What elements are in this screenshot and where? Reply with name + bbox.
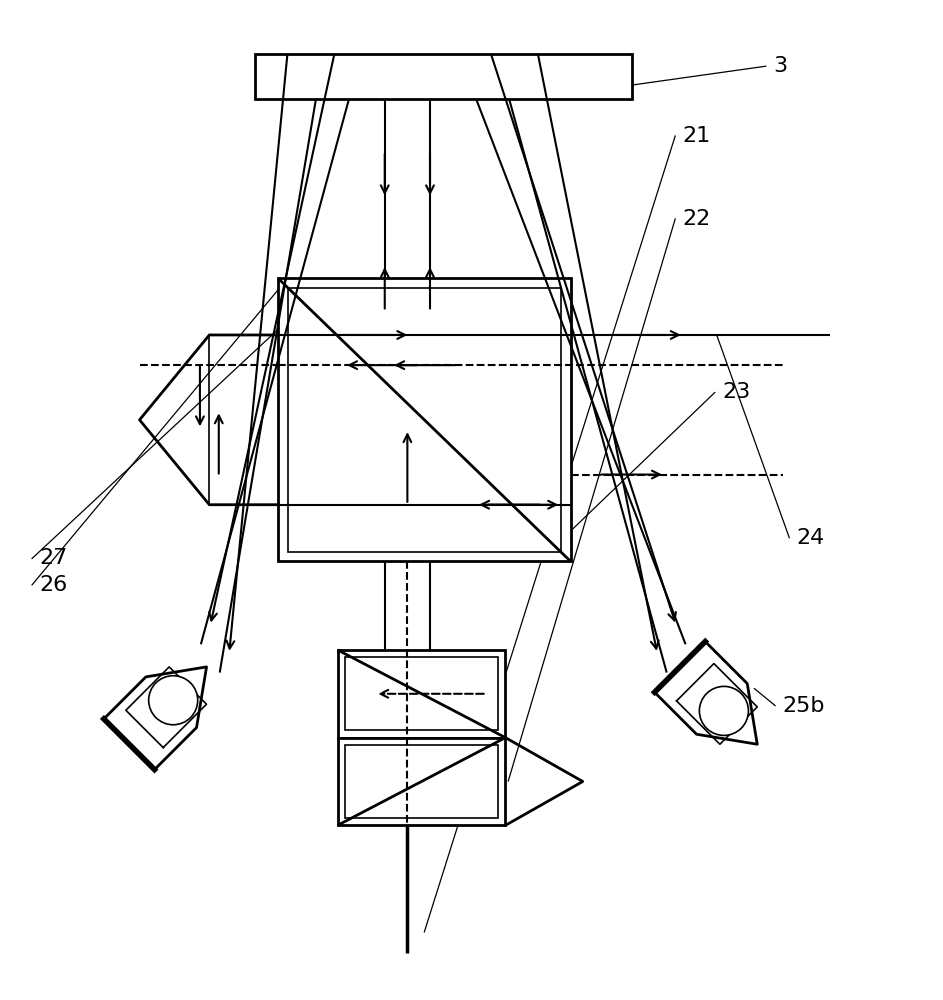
Bar bbox=[278, 278, 571, 561]
Bar bbox=[345, 657, 498, 730]
Bar bbox=[338, 650, 505, 738]
Bar bbox=[288, 288, 561, 552]
Text: 21: 21 bbox=[683, 126, 711, 146]
Bar bbox=[338, 738, 505, 825]
Text: 3: 3 bbox=[773, 56, 787, 76]
Text: 22: 22 bbox=[683, 209, 711, 229]
Text: 27: 27 bbox=[40, 548, 68, 568]
Text: 24: 24 bbox=[797, 528, 825, 548]
Text: 23: 23 bbox=[722, 382, 751, 402]
Text: 26: 26 bbox=[40, 575, 68, 595]
Circle shape bbox=[700, 686, 749, 735]
Text: 25b: 25b bbox=[783, 696, 825, 716]
Circle shape bbox=[149, 676, 198, 725]
Bar bbox=[255, 54, 632, 99]
Bar bbox=[345, 745, 498, 818]
